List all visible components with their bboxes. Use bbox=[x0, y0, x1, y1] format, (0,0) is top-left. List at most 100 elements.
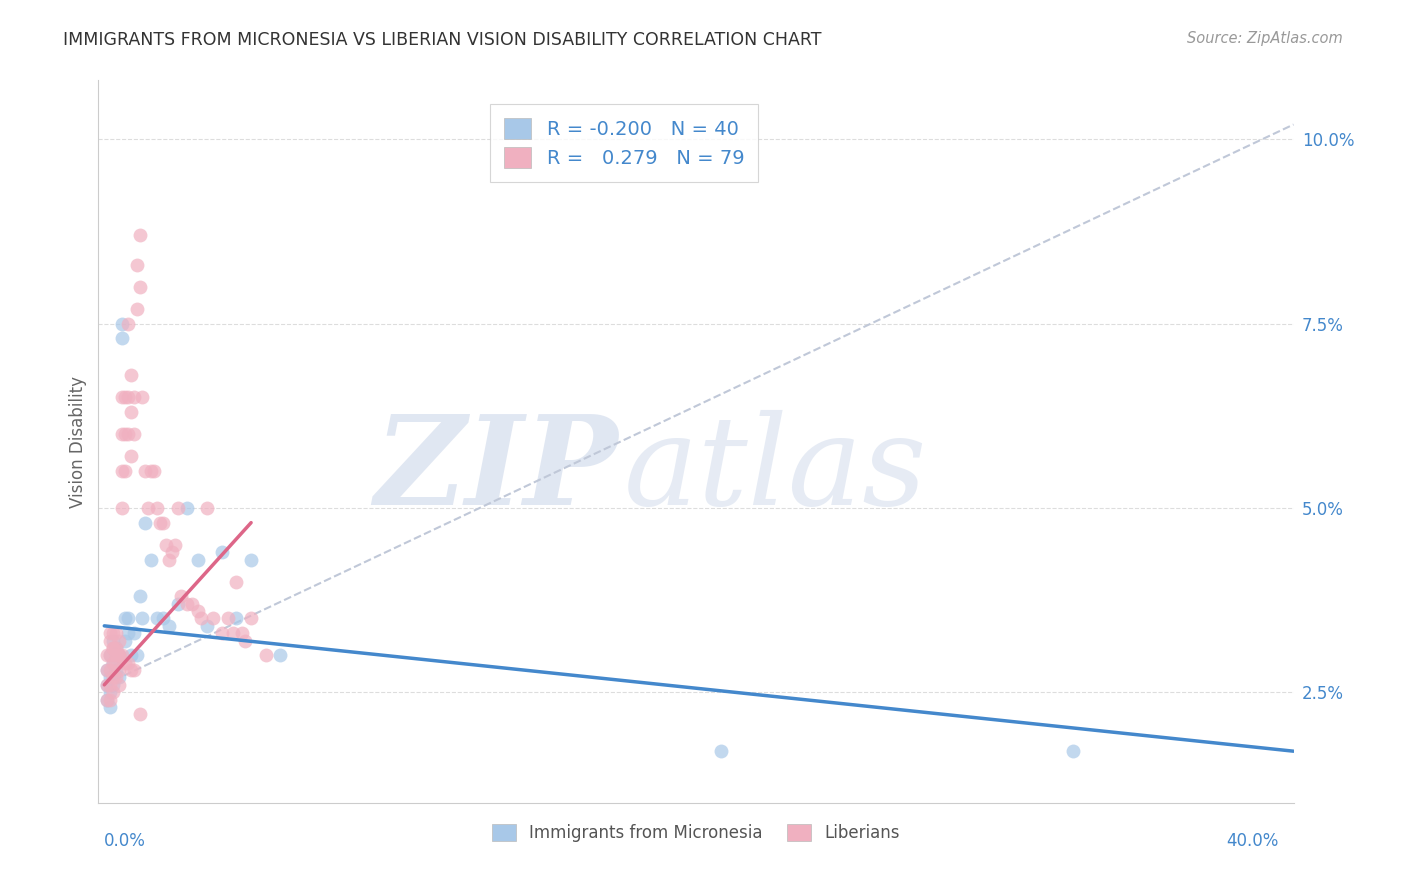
Point bbox=[96, 648, 118, 663]
Point bbox=[254, 648, 277, 663]
Point bbox=[122, 663, 145, 677]
Point bbox=[1062, 744, 1084, 758]
Point bbox=[269, 648, 291, 663]
Point bbox=[111, 500, 134, 515]
Point bbox=[122, 427, 145, 442]
Text: IMMIGRANTS FROM MICRONESIA VS LIBERIAN VISION DISABILITY CORRELATION CHART: IMMIGRANTS FROM MICRONESIA VS LIBERIAN V… bbox=[63, 31, 821, 49]
Text: 0.0%: 0.0% bbox=[104, 832, 146, 850]
Point bbox=[108, 663, 131, 677]
Point bbox=[195, 500, 218, 515]
Point bbox=[157, 552, 180, 566]
Point bbox=[96, 692, 118, 706]
Point bbox=[187, 604, 209, 618]
Point bbox=[101, 633, 124, 648]
Point bbox=[138, 500, 160, 515]
Point bbox=[98, 626, 121, 640]
Point bbox=[128, 279, 150, 293]
Point bbox=[117, 427, 139, 442]
Point bbox=[98, 692, 121, 706]
Point bbox=[114, 633, 136, 648]
Point bbox=[122, 626, 145, 640]
Point bbox=[201, 611, 224, 625]
Point bbox=[117, 656, 139, 670]
Point bbox=[98, 663, 121, 677]
Point bbox=[187, 552, 209, 566]
Point bbox=[176, 597, 198, 611]
Point bbox=[114, 464, 136, 478]
Point bbox=[101, 640, 124, 655]
Point bbox=[163, 538, 186, 552]
Point bbox=[166, 500, 188, 515]
Point bbox=[114, 390, 136, 404]
Point bbox=[143, 464, 166, 478]
Point bbox=[98, 685, 121, 699]
Point bbox=[120, 405, 142, 419]
Point bbox=[131, 390, 153, 404]
Point bbox=[141, 464, 163, 478]
Point bbox=[125, 648, 148, 663]
Point bbox=[710, 744, 733, 758]
Point bbox=[105, 626, 128, 640]
Point bbox=[105, 663, 128, 677]
Point bbox=[120, 450, 142, 464]
Point bbox=[96, 678, 118, 692]
Point bbox=[108, 678, 131, 692]
Point bbox=[111, 317, 134, 331]
Text: 40.0%: 40.0% bbox=[1226, 832, 1279, 850]
Point bbox=[108, 633, 131, 648]
Point bbox=[240, 611, 263, 625]
Point bbox=[108, 648, 131, 663]
Point bbox=[111, 648, 134, 663]
Point bbox=[240, 552, 263, 566]
Point bbox=[120, 648, 142, 663]
Point bbox=[160, 545, 183, 559]
Text: Source: ZipAtlas.com: Source: ZipAtlas.com bbox=[1187, 31, 1343, 46]
Point bbox=[98, 678, 121, 692]
Point bbox=[98, 700, 121, 714]
Point bbox=[96, 663, 118, 677]
Point bbox=[101, 656, 124, 670]
Point bbox=[111, 390, 134, 404]
Point bbox=[134, 516, 156, 530]
Point bbox=[149, 516, 172, 530]
Point bbox=[117, 626, 139, 640]
Point bbox=[101, 626, 124, 640]
Point bbox=[101, 678, 124, 692]
Point bbox=[222, 626, 245, 640]
Y-axis label: Vision Disability: Vision Disability bbox=[69, 376, 87, 508]
Point bbox=[217, 611, 239, 625]
Point bbox=[111, 427, 134, 442]
Point bbox=[157, 619, 180, 633]
Point bbox=[98, 670, 121, 684]
Point bbox=[141, 552, 163, 566]
Point bbox=[111, 464, 134, 478]
Point bbox=[195, 619, 218, 633]
Point bbox=[96, 692, 118, 706]
Point bbox=[131, 611, 153, 625]
Point bbox=[114, 611, 136, 625]
Point bbox=[117, 317, 139, 331]
Text: ZIP: ZIP bbox=[374, 409, 619, 532]
Point bbox=[108, 670, 131, 684]
Point bbox=[152, 516, 174, 530]
Point bbox=[181, 597, 204, 611]
Point bbox=[114, 427, 136, 442]
Point bbox=[125, 258, 148, 272]
Point bbox=[211, 545, 233, 559]
Point bbox=[98, 648, 121, 663]
Point bbox=[105, 640, 128, 655]
Point bbox=[105, 670, 128, 684]
Point bbox=[105, 656, 128, 670]
Point bbox=[146, 500, 169, 515]
Point bbox=[225, 611, 247, 625]
Point bbox=[169, 590, 191, 604]
Point bbox=[146, 611, 169, 625]
Point bbox=[101, 685, 124, 699]
Point bbox=[120, 368, 142, 383]
Point bbox=[125, 301, 148, 316]
Point bbox=[105, 640, 128, 655]
Point bbox=[108, 648, 131, 663]
Point bbox=[211, 626, 233, 640]
Point bbox=[190, 611, 212, 625]
Point bbox=[225, 574, 247, 589]
